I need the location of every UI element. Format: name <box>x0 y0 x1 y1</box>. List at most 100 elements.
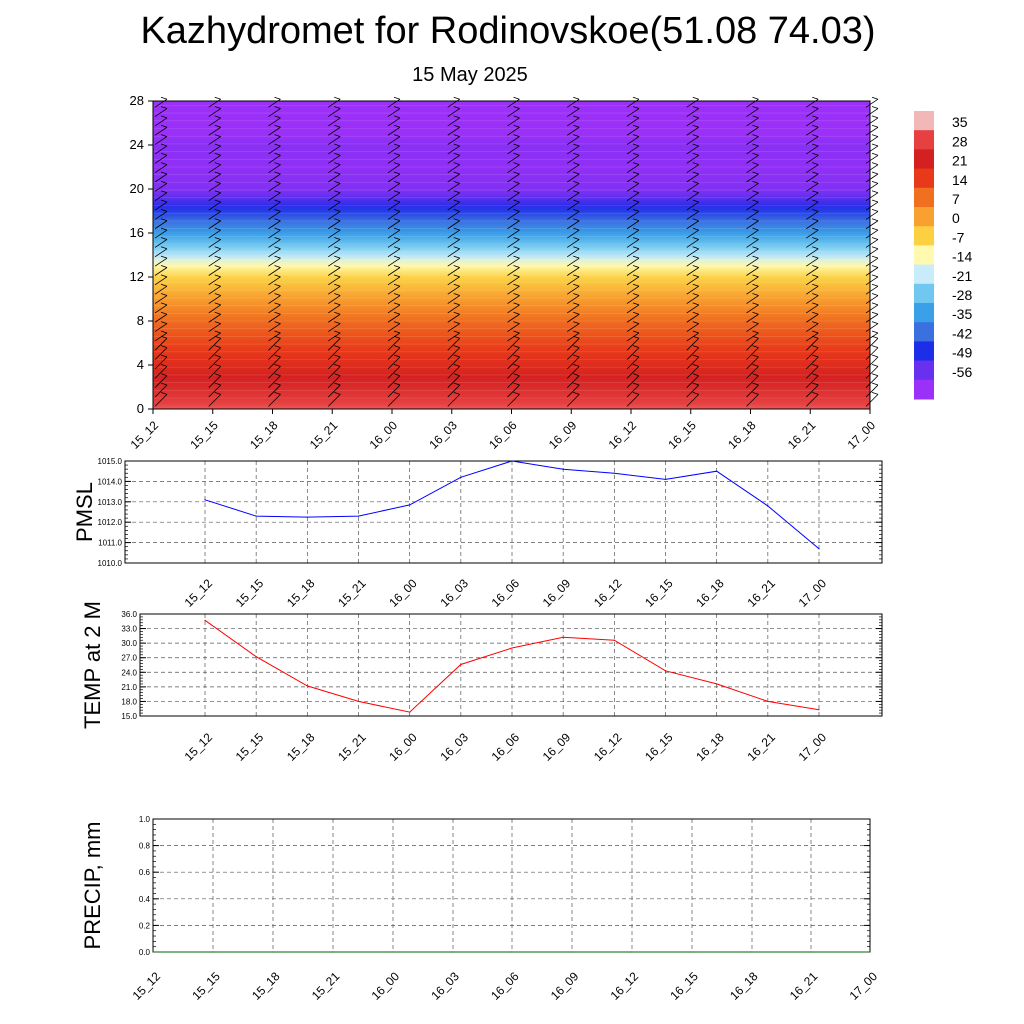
wind-barb <box>686 373 700 388</box>
wind-barb <box>328 152 341 164</box>
wind-barb <box>208 293 221 304</box>
wind-barb <box>507 382 520 398</box>
wind-barb <box>268 143 281 155</box>
wind-barb <box>327 392 341 407</box>
wind-barb <box>447 265 460 276</box>
wind-barb <box>154 106 168 117</box>
wind-barb <box>567 134 580 145</box>
x-tick-label: 16_18 <box>725 418 759 452</box>
colorbar-label: 21 <box>952 153 968 169</box>
y-tick-label: 28 <box>130 93 144 108</box>
x-tick-label: 16_06 <box>489 576 523 610</box>
panel-frame <box>139 613 883 717</box>
y-axis-label: TEMP at 2 M <box>80 601 105 729</box>
wind-barb <box>567 218 580 230</box>
wind-barb <box>154 246 168 258</box>
colorbar-label: -49 <box>952 345 972 361</box>
wind-barb <box>328 311 341 323</box>
data-point <box>306 516 308 518</box>
wind-barb <box>268 237 281 248</box>
x-tick-label: 16_12 <box>606 418 640 452</box>
wind-barb <box>626 363 640 379</box>
data-point <box>357 515 360 517</box>
wind-barb <box>626 209 640 220</box>
wind-barb <box>328 274 341 286</box>
x-tick-label: 16_06 <box>489 730 523 764</box>
colorbar-swatch <box>914 226 934 246</box>
wind-barb <box>328 134 341 145</box>
wind-barb <box>686 330 699 342</box>
wind-barb <box>865 106 879 117</box>
wind-barb <box>387 363 401 379</box>
colorbar-swatch <box>914 149 934 170</box>
x-tick-label: 17_00 <box>796 576 830 610</box>
wind-barb <box>746 227 759 239</box>
colorbar-swatch <box>914 283 934 304</box>
wind-barb <box>268 209 281 220</box>
wind-barb <box>686 227 699 239</box>
y-tick-label: 18.0 <box>121 697 137 706</box>
wind-barb <box>567 274 580 286</box>
wind-barb <box>865 392 879 407</box>
panel-frame <box>152 818 871 953</box>
wind-barb <box>268 255 281 267</box>
wind-barb <box>507 162 520 173</box>
colorbar-swatch <box>914 111 934 131</box>
colorbar-label: 7 <box>952 191 960 207</box>
wind-barb <box>686 199 699 211</box>
wind-barb <box>208 354 222 370</box>
wind-barb <box>865 265 879 276</box>
wind-barb <box>447 162 460 173</box>
wind-barb <box>447 330 460 342</box>
wind-barb <box>686 293 699 304</box>
y-axis-label: PMSL <box>72 482 97 542</box>
wind-barb <box>566 373 580 388</box>
wind-barb <box>268 354 281 370</box>
data-point <box>716 683 718 685</box>
wind-barb <box>208 283 221 295</box>
wind-barb <box>268 134 281 145</box>
wind-barb <box>626 162 640 173</box>
wind-barb <box>865 330 879 342</box>
x-tick-label: 16_21 <box>744 576 778 610</box>
wind-barb <box>447 373 461 388</box>
wind-barb <box>507 209 520 220</box>
wind-barb <box>686 274 699 286</box>
wind-barb <box>746 274 759 286</box>
x-tick-label: 17_00 <box>847 969 881 1003</box>
wind-barb <box>387 115 401 127</box>
wind-barb <box>208 134 221 145</box>
wind-barb <box>507 134 520 145</box>
wind-barb <box>507 255 520 267</box>
data-point <box>818 548 820 550</box>
wind-barb <box>865 382 879 398</box>
wind-barb <box>154 345 168 360</box>
colorbar-swatch <box>914 322 934 342</box>
x-tick-label: 16_03 <box>437 730 471 764</box>
wind-barb <box>566 363 580 379</box>
wind-barb <box>507 218 520 230</box>
wind-barb <box>805 373 819 388</box>
wind-barb <box>626 134 640 145</box>
wind-barb <box>865 354 879 370</box>
wind-barb <box>686 311 699 323</box>
wind-barb <box>208 218 221 230</box>
wind-barb <box>268 283 281 295</box>
wind-barb <box>567 237 580 248</box>
x-tick-label: 15_15 <box>233 576 267 610</box>
wind-barb <box>567 190 580 202</box>
wind-barb <box>328 180 341 192</box>
wind-barb <box>746 162 759 173</box>
chart-subtitle: 15 May 2025 <box>412 64 528 86</box>
wind-barb <box>328 124 341 136</box>
colorbar-label: 14 <box>952 172 968 188</box>
wind-barb <box>387 237 401 248</box>
wind-barb <box>447 311 460 323</box>
wind-barb <box>746 190 759 202</box>
x-tick-label: 15_15 <box>233 730 267 764</box>
wind-barb <box>746 392 759 407</box>
wind-barb <box>566 345 580 360</box>
wind-barb <box>805 354 819 370</box>
wind-barb <box>447 190 460 202</box>
